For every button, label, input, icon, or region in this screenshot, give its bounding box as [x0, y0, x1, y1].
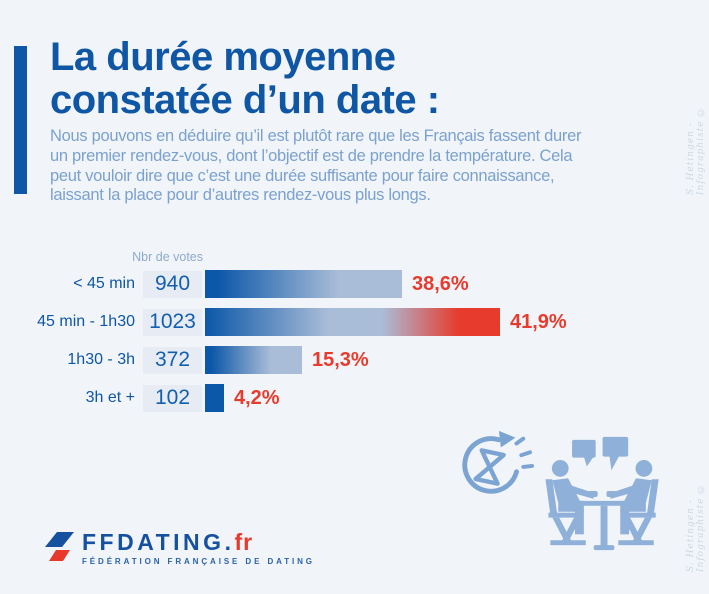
- bar-segment: [205, 384, 224, 412]
- page-title-line1: La durée moyenne: [50, 35, 396, 79]
- votes-column-header: Nbr de votes: [132, 250, 203, 264]
- category-label: < 45 min: [73, 275, 135, 292]
- duration-bar-chart: Nbr de votes < 45 min 940 38,6% 45 min -…: [2, 250, 567, 422]
- category-label: 3h et +: [85, 389, 135, 406]
- percent-label: 41,9%: [510, 310, 567, 333]
- percent-label: 38,6%: [412, 272, 469, 295]
- hourglass-rotation-icon: [462, 430, 534, 494]
- logo-text: FFDATING.fr FÉDÉRATION FRANÇAISE DE DATI…: [82, 531, 315, 567]
- chart-row: < 45 min 940 38,6%: [2, 270, 567, 298]
- page-title-line2: constatée d’un date :: [50, 78, 440, 123]
- brand-dot: .: [224, 529, 235, 555]
- chart-row: 3h et + 102 4,2%: [2, 384, 567, 412]
- percent-label: 15,3%: [312, 348, 369, 371]
- votes-value-box: 940: [143, 270, 202, 298]
- page-title: La durée moyenne constatée d’un date :: [50, 35, 440, 123]
- intro-line: Nous pouvons en déduire qu’il est plutôt…: [50, 127, 582, 145]
- brand-line: FFDATING.fr: [82, 531, 315, 554]
- votes-value-box: 102: [143, 384, 202, 412]
- intro-line: peut vouloir dire que c’est une durée su…: [50, 166, 555, 185]
- credit-watermark-top: S. Hetingen - Infographiste ©: [686, 105, 706, 195]
- intro-line: laissant la place pour d’autres rendez-v…: [50, 186, 431, 205]
- arrowhead: [498, 430, 516, 448]
- bar-segment: [205, 270, 402, 298]
- left-person: [545, 460, 598, 546]
- bar-segment: [205, 346, 302, 374]
- brand-name: FFDATING: [82, 529, 225, 555]
- category-label: 45 min - 1h30: [37, 313, 135, 330]
- credit-watermark-bottom: S. Hetingen - Infographiste ©: [686, 482, 706, 572]
- logo-tagline: FÉDÉRATION FRANÇAISE DE DATING: [82, 557, 315, 566]
- chart-row: 45 min - 1h30 1023 41,9%: [2, 308, 567, 336]
- right-person: [606, 460, 659, 546]
- intro-line: un premier rendez-vous, dont l’objectif …: [50, 146, 573, 165]
- ffdating-logo: FFDATING.fr FÉDÉRATION FRANÇAISE DE DATI…: [44, 531, 315, 566]
- intro-paragraph: Nous pouvons en déduire qu’il est plutôt…: [50, 127, 581, 206]
- bar-segment: [205, 308, 500, 336]
- table: [572, 500, 636, 551]
- chart-row: 1h30 - 3h 372 15,3%: [2, 346, 567, 374]
- votes-value-box: 1023: [143, 308, 202, 336]
- votes-value-box: 372: [143, 346, 202, 374]
- logo-slashes-icon: [45, 532, 74, 561]
- brand-tld: fr: [234, 529, 254, 555]
- couple-table-conversation-icon: [545, 436, 659, 551]
- title-accent-bar: [14, 46, 27, 194]
- percent-label: 4,2%: [234, 386, 280, 409]
- category-label: 1h30 - 3h: [67, 351, 135, 368]
